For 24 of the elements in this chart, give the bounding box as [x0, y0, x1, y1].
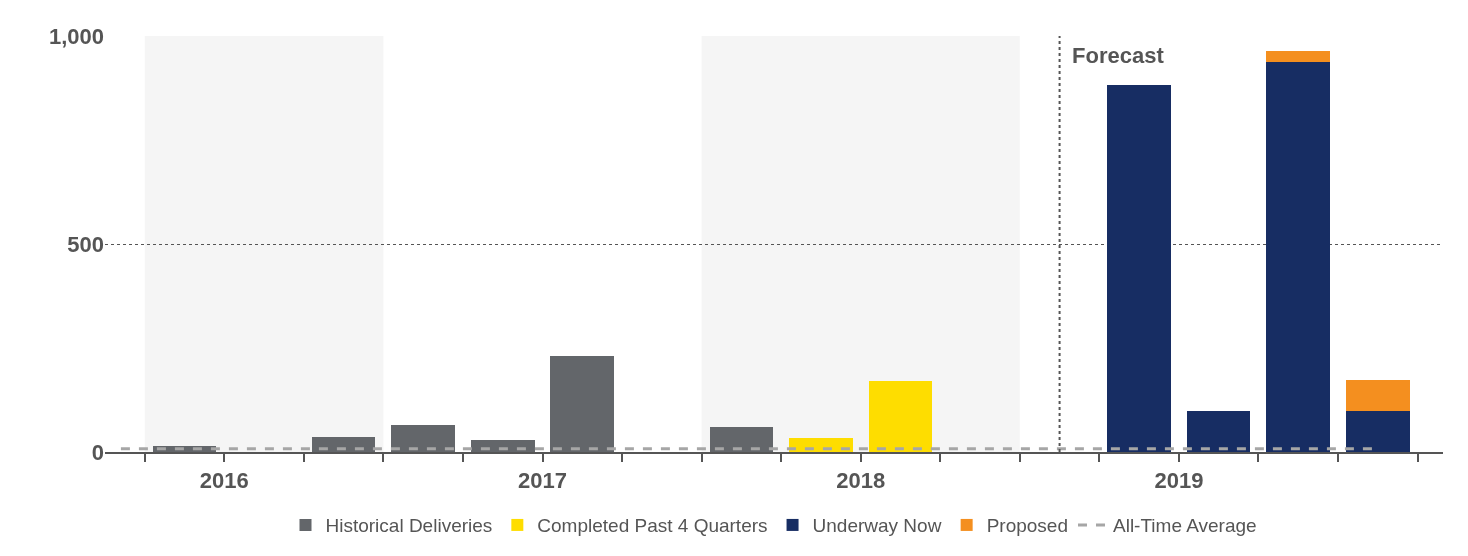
legend-label: Completed Past 4 Quarters [537, 515, 768, 537]
y-tick-label: 1,000 [48, 23, 104, 49]
bar [312, 437, 375, 452]
bar [710, 427, 773, 452]
bar [1107, 85, 1171, 452]
bar [1346, 380, 1410, 411]
x-tick-label: 2017 [518, 468, 567, 494]
x-tick-label: 2016 [199, 468, 249, 494]
bar [391, 425, 455, 452]
bar [550, 356, 614, 452]
bar [869, 381, 932, 452]
legend-label: Underway Now [812, 515, 942, 537]
bar [1346, 411, 1410, 452]
legend-label: Proposed [986, 515, 1068, 537]
x-tick-label: 2018 [836, 468, 886, 494]
y-tick-label: 500 [67, 231, 104, 257]
x-tick-label: 2019 [1154, 468, 1204, 494]
bar [1266, 62, 1330, 452]
legend-label: All-Time Average [1112, 515, 1257, 537]
ref-line-label: Forecast [1072, 43, 1165, 68]
legend-label: Historical Deliveries [325, 515, 493, 537]
bar [1187, 411, 1250, 452]
bar [1266, 51, 1330, 62]
y-tick-label: 0 [91, 439, 104, 465]
